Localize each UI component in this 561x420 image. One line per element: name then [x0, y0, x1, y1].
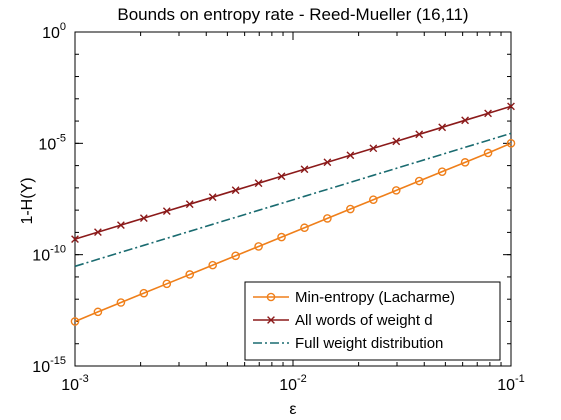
chart-title: Bounds on entropy rate - Reed-Mueller (1… [117, 5, 468, 24]
y-tick-label-2: 10-10 [32, 244, 66, 265]
series-1-point-3 [139, 214, 148, 223]
series-0-point-0 [70, 317, 80, 326]
series-line-1 [74, 105, 512, 240]
series-1-point-1 [94, 228, 102, 237]
legend-label-1: All words of weight d [295, 312, 433, 329]
series-0-point-10 [300, 223, 309, 233]
legend-marker-1 [267, 316, 275, 324]
series-0-point-11 [323, 214, 332, 223]
series-0-point-3 [139, 288, 149, 298]
series-1-point-18 [484, 109, 492, 118]
legend-marker-0 [266, 292, 276, 302]
series-0-point-15 [414, 176, 424, 186]
y-tick-label-0: 100 [42, 21, 66, 42]
series-0-point-6 [208, 260, 217, 270]
series-0-point-12 [346, 204, 355, 214]
legend-label-2: Full weight distribution [295, 335, 443, 352]
series-0-point-18 [483, 148, 493, 158]
x-tick-label-1: 10-2 [279, 373, 307, 394]
series-1-point-0 [71, 235, 79, 243]
series-1-point-16 [438, 123, 447, 132]
series-0-point-8 [254, 242, 263, 251]
series-1-point-15 [415, 130, 424, 139]
series-0-point-16 [437, 167, 447, 176]
series-1-point-14 [392, 137, 401, 146]
series-1-point-8 [254, 179, 263, 188]
legend-label-0: Min-entropy (Lacharme) [295, 289, 455, 306]
series-0-point-2 [116, 298, 126, 307]
series-0-point-1 [93, 307, 103, 317]
series-1-point-19 [507, 102, 515, 111]
y-tick-label-1: 10-5 [38, 132, 66, 153]
series-1-point-11 [323, 158, 332, 167]
series-0-point-14 [391, 186, 401, 195]
series-1-point-12 [346, 151, 355, 160]
series-1-point-2 [117, 221, 125, 230]
series-1-point-6 [208, 193, 217, 202]
series-1-point-7 [231, 186, 240, 195]
x-tick-label-0: 10-3 [61, 373, 89, 394]
series-1-point-13 [369, 144, 378, 153]
series-0-point-5 [185, 270, 195, 279]
y-tick-label-3: 10-15 [32, 355, 66, 376]
series-1-point-4 [162, 207, 171, 216]
series-0-point-7 [231, 251, 240, 261]
series-0-point-4 [162, 279, 172, 289]
x-tick-label-2: 10-1 [497, 373, 525, 394]
series-0-point-19 [506, 139, 516, 148]
series-1-point-10 [300, 165, 309, 174]
series-1-point-9 [277, 172, 286, 181]
series-1-point-17 [461, 116, 469, 125]
series-0-point-17 [460, 158, 470, 167]
legend: Min-entropy (Lacharme) All words of weigh… [244, 281, 501, 361]
legend-box [244, 281, 501, 361]
y-axis-label: 1-H(Y) [19, 177, 36, 224]
series-0-point-13 [369, 195, 378, 205]
series-1-point-5 [185, 200, 194, 209]
series-line-2 [74, 132, 512, 268]
x-axis-label: ε [289, 401, 296, 418]
series-0-point-9 [277, 232, 286, 242]
